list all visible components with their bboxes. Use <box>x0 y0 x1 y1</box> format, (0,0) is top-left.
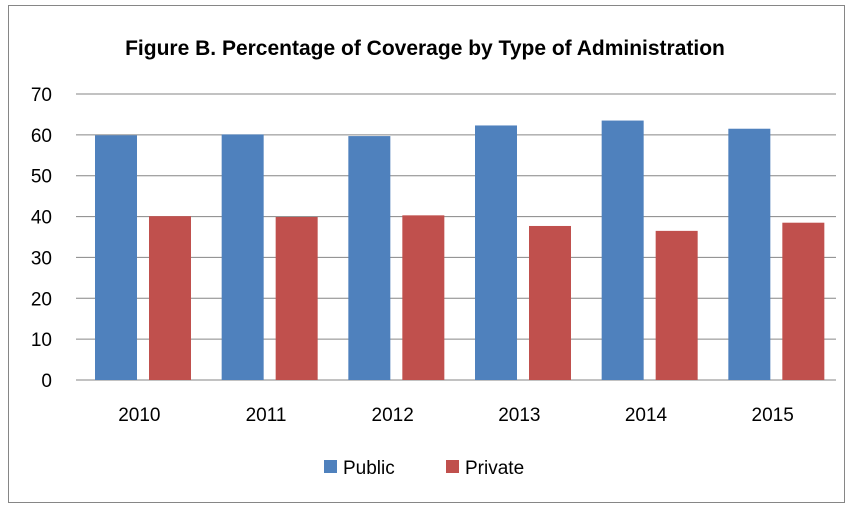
legend-swatch-public <box>324 460 337 473</box>
bar-private-2011 <box>275 216 318 380</box>
x-tick-label: 2014 <box>625 405 668 426</box>
x-tick-label: 2012 <box>372 405 414 426</box>
legend-label-private: Private <box>465 458 524 479</box>
bar-private-2014 <box>655 230 698 380</box>
y-tick-label: 50 <box>31 167 52 188</box>
bar-public-2011 <box>221 134 264 380</box>
bar-private-2015 <box>782 222 825 380</box>
bar-public-2015 <box>728 128 771 380</box>
bar-public-2013 <box>475 125 517 381</box>
y-axis-ticks: 0 10 20 30 40 50 60 70 <box>31 85 52 392</box>
legend: Public Private <box>324 458 524 479</box>
y-tick-label: 20 <box>31 289 52 310</box>
y-tick-label: 40 <box>31 208 52 229</box>
y-tick-label: 60 <box>31 126 52 147</box>
x-tick-label: 2013 <box>498 405 540 426</box>
y-tick-label: 70 <box>31 85 52 106</box>
x-axis-ticks: 2010 2011 2012 2013 2014 2015 <box>118 405 794 426</box>
x-tick-label: 2011 <box>246 405 287 426</box>
x-tick-label: 2010 <box>118 405 160 426</box>
bar-public-2014 <box>601 120 644 381</box>
bar-private-2013 <box>529 225 571 380</box>
x-tick-label: 2015 <box>752 405 794 426</box>
chart-title: Figure B. Percentage of Coverage by Type… <box>125 37 725 60</box>
y-tick-label: 30 <box>31 248 52 269</box>
bar-private-2012 <box>402 215 445 380</box>
y-tick-label: 0 <box>41 371 52 392</box>
legend-swatch-private <box>446 460 459 473</box>
bar-private-2010 <box>149 216 191 380</box>
bars <box>95 120 825 381</box>
legend-label-public: Public <box>343 458 395 479</box>
bar-public-2012 <box>348 136 391 380</box>
y-tick-label: 10 <box>31 330 52 351</box>
bar-public-2010 <box>95 135 137 380</box>
gridlines <box>76 93 836 381</box>
